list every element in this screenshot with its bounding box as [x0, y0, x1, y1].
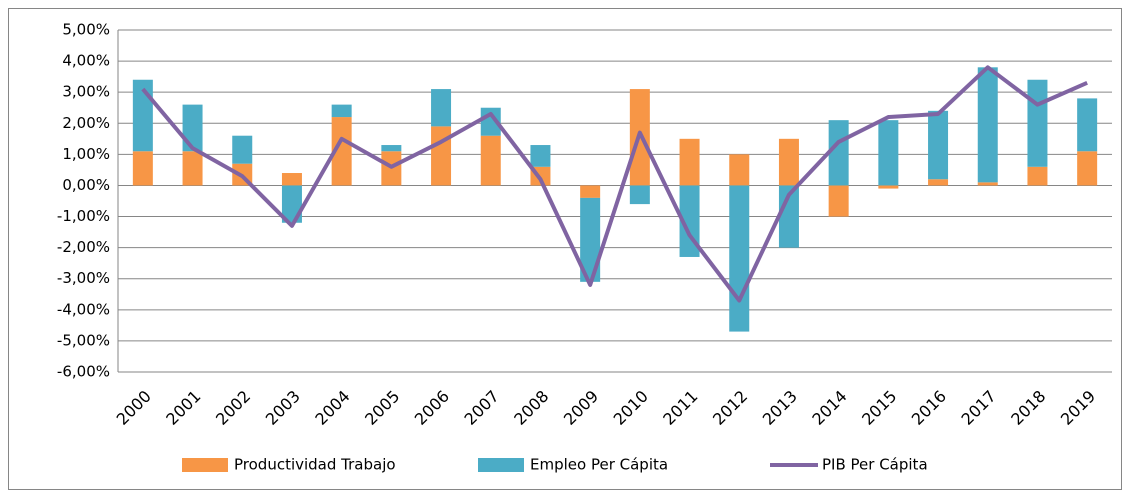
bar — [928, 179, 949, 186]
bar — [331, 104, 352, 118]
bar — [182, 104, 203, 152]
bar — [1077, 151, 1098, 186]
bar — [232, 135, 253, 164]
bar — [629, 185, 650, 205]
legend-swatch — [478, 458, 524, 472]
y-tick-label: -6,00% — [57, 363, 110, 381]
legend-label: Productividad Trabajo — [234, 456, 396, 474]
y-tick-label: -1,00% — [57, 207, 110, 225]
bar — [977, 67, 998, 183]
y-tick-label: 1,00% — [62, 145, 110, 163]
bar — [729, 154, 750, 186]
bar — [1077, 98, 1098, 152]
y-tick-label: -4,00% — [57, 300, 110, 318]
bar — [828, 185, 849, 217]
y-tick-label: 2,00% — [62, 114, 110, 132]
y-tick-label: 3,00% — [62, 83, 110, 101]
bar — [480, 135, 501, 186]
bar — [580, 185, 601, 198]
chart-border — [8, 8, 1122, 490]
bar — [431, 126, 452, 186]
bar — [828, 120, 849, 186]
bar — [381, 145, 402, 152]
bar — [182, 151, 203, 186]
bar — [580, 197, 601, 282]
bar — [431, 89, 452, 127]
bar — [878, 185, 899, 189]
bar — [530, 145, 551, 167]
bar — [977, 182, 998, 186]
line — [141, 65, 1088, 303]
bar — [281, 173, 302, 186]
y-tick-label: -5,00% — [57, 331, 110, 349]
legend-label: Empleo Per Cápita — [530, 456, 668, 474]
legend-swatch — [182, 458, 228, 472]
bar — [331, 117, 352, 186]
bar — [1027, 166, 1048, 186]
y-tick-label: -3,00% — [57, 269, 110, 287]
bar — [132, 151, 153, 186]
bar — [778, 138, 799, 186]
bar — [878, 120, 899, 186]
y-tick-label: 0,00% — [62, 176, 110, 194]
y-tick-label: -2,00% — [57, 238, 110, 256]
legend-label: PIB Per Cápita — [822, 456, 928, 474]
bar — [729, 185, 750, 332]
bar — [1027, 79, 1048, 167]
bar — [928, 110, 949, 180]
bar — [679, 138, 700, 186]
y-tick-label: 4,00% — [62, 52, 110, 70]
y-tick-label: 5,00% — [62, 21, 110, 39]
